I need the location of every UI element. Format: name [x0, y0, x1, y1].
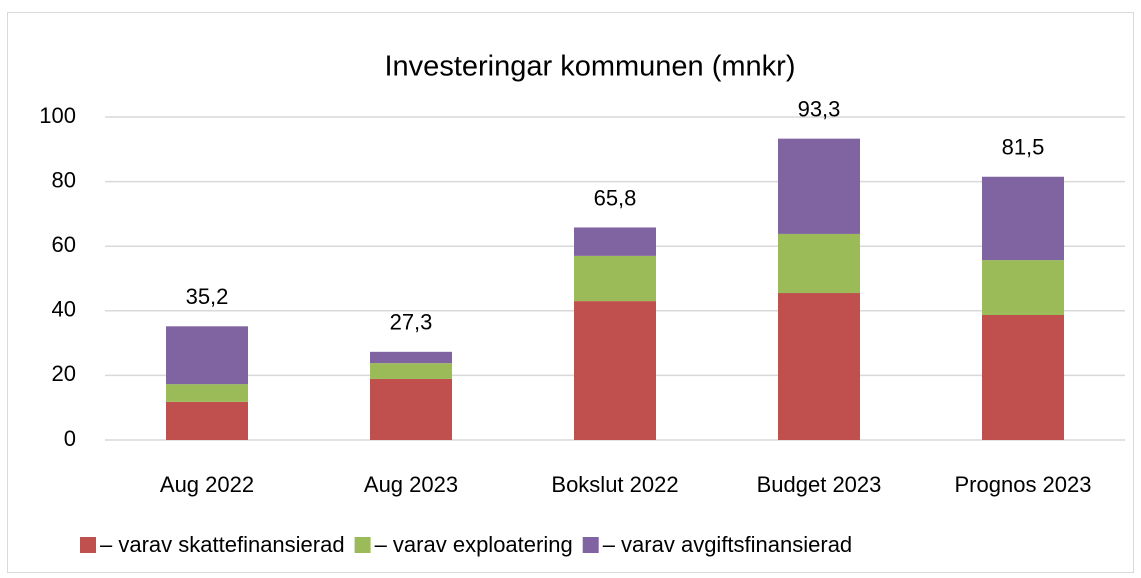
bar-segment — [982, 176, 1064, 261]
bar-segment — [166, 326, 248, 385]
x-tick-label: Aug 2023 — [364, 472, 458, 497]
y-tick-label: 100 — [39, 103, 76, 128]
y-tick-label: 60 — [52, 232, 76, 257]
legend-label: – varav avgiftsfinansierad — [603, 532, 852, 557]
legend-swatch — [80, 537, 96, 553]
bar-segment — [778, 293, 860, 440]
x-tick-label: Aug 2022 — [160, 472, 254, 497]
y-tick-label: 0 — [64, 426, 76, 451]
chart-frame — [7, 12, 1134, 573]
x-tick-label: Prognos 2023 — [955, 472, 1092, 497]
bar-segment — [370, 351, 452, 364]
x-tick-label: Budget 2023 — [757, 472, 882, 497]
y-tick-label: 80 — [52, 167, 76, 192]
bar-segment — [982, 314, 1064, 440]
legend-label: – varav exploatering — [375, 532, 573, 557]
bar-segment — [166, 384, 248, 402]
bar-segment — [778, 233, 860, 294]
y-tick-label: 20 — [52, 361, 76, 386]
legend-label: – varav skattefinansierad — [100, 532, 345, 557]
bar-segment — [370, 378, 452, 440]
y-tick-label: 40 — [52, 297, 76, 322]
legend-swatch — [354, 537, 371, 553]
total-label: 27,3 — [390, 310, 433, 335]
total-label: 81,5 — [1002, 135, 1045, 160]
bar-segment — [982, 260, 1064, 315]
total-label: 65,8 — [594, 185, 637, 210]
bar-segment — [574, 255, 656, 302]
total-label: 93,3 — [798, 96, 841, 121]
total-label: 35,2 — [186, 284, 229, 309]
x-tick-label: Bokslut 2022 — [551, 472, 678, 497]
bar-segment — [370, 363, 452, 379]
legend-swatch — [582, 537, 599, 553]
bar-segment — [574, 301, 656, 440]
bar-segment — [166, 401, 248, 440]
chart-title: Investeringar kommunen (mnkr) — [385, 51, 796, 83]
bar-segment — [778, 138, 860, 234]
bar-segment — [574, 227, 656, 256]
